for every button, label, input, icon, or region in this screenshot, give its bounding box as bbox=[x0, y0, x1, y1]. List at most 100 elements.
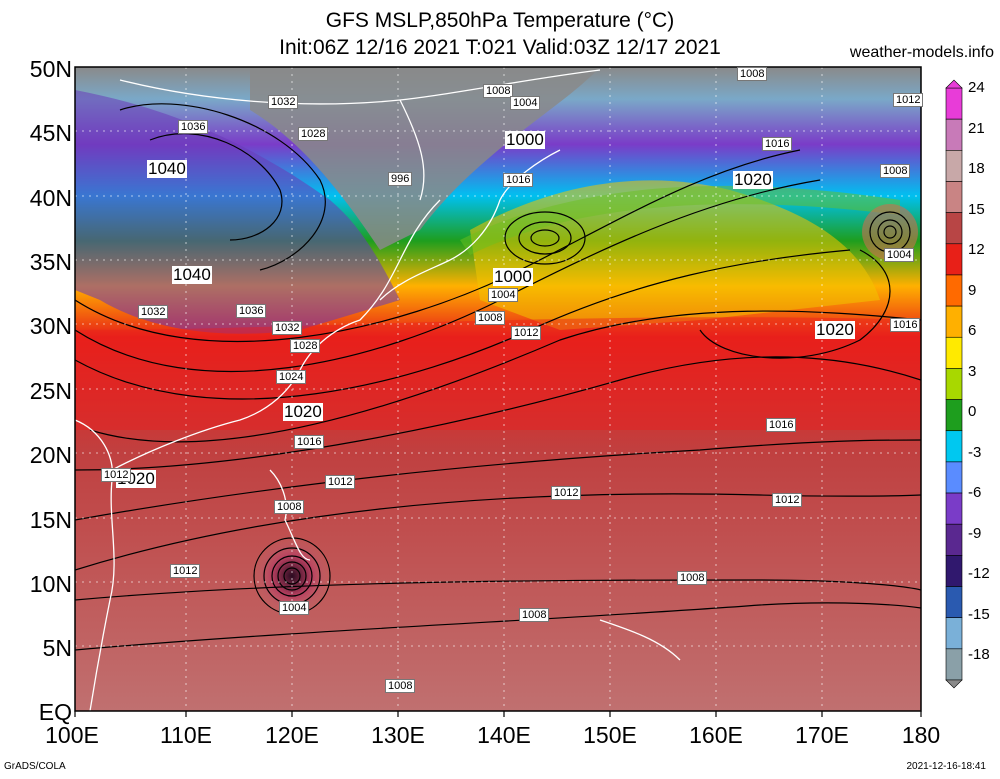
isobar-label: 1020 bbox=[733, 170, 773, 189]
isobar-label: 1036 bbox=[178, 120, 209, 134]
colorbar-tick-label: 3 bbox=[968, 362, 977, 380]
lat-label: EQ bbox=[38, 699, 72, 725]
isobar-label: 1004 bbox=[884, 248, 915, 262]
colorbar-swatch bbox=[945, 648, 963, 681]
colorbar-tick-label: -3 bbox=[968, 443, 982, 461]
colorbar-swatch bbox=[945, 555, 963, 587]
isobar-label: 996 bbox=[388, 172, 413, 186]
colorbar-swatch bbox=[945, 336, 963, 369]
isobar-label: 1012 bbox=[772, 493, 803, 507]
colorbar-swatch bbox=[945, 368, 963, 400]
lat-label: 35N bbox=[29, 249, 72, 275]
colorbar-swatch bbox=[945, 461, 963, 494]
chart-title: GFS MSLP,850hPa Temperature (°C) bbox=[325, 9, 675, 32]
colorbar-tick-label: 21 bbox=[968, 119, 985, 137]
lon-label: 100E bbox=[45, 722, 99, 748]
isobar-label: 1000 bbox=[505, 130, 545, 149]
isobar-label: 1016 bbox=[766, 418, 797, 432]
colorbar-min-arrow bbox=[945, 679, 963, 689]
lat-label: 5N bbox=[42, 635, 72, 661]
colorbar-tick-label: -6 bbox=[968, 484, 982, 501]
lat-label: 20N bbox=[29, 442, 72, 468]
isobar-label: 1004 bbox=[488, 288, 519, 302]
isobar-label: 1028 bbox=[290, 339, 321, 353]
isobar-label: 1020 bbox=[815, 320, 855, 339]
chart-subtitle: Init:06Z 12/16 2021 T:021 Valid:03Z 12/1… bbox=[279, 36, 721, 59]
isobar-label: 1016 bbox=[503, 173, 534, 187]
isobar-label: 1024 bbox=[276, 370, 307, 384]
colorbar-tick-label: 15 bbox=[968, 200, 985, 218]
lat-label: 10N bbox=[29, 571, 72, 597]
isobar-label: 1016 bbox=[890, 318, 921, 332]
colorbar-swatch bbox=[945, 181, 963, 213]
isobar-label: 1020 bbox=[283, 402, 323, 421]
isobar-label: 1008 bbox=[385, 679, 416, 693]
lon-label: 140E bbox=[477, 722, 531, 748]
lat-label: 40N bbox=[29, 185, 72, 211]
isobar-label: 1004 bbox=[510, 96, 541, 110]
isobar-label: 1008 bbox=[274, 500, 305, 514]
isobar-label: 1000 bbox=[493, 267, 533, 286]
colorbar-swatch bbox=[945, 492, 963, 525]
isobar-label: 1032 bbox=[272, 321, 303, 335]
footer-credit: GrADS/COLA bbox=[4, 761, 66, 772]
lon-label: 150E bbox=[583, 722, 637, 748]
isobar-label: 1012 bbox=[325, 475, 356, 489]
lon-label: 110E bbox=[159, 722, 212, 748]
colorbar-tick-label: 18 bbox=[968, 160, 985, 177]
colorbar-tick-label: 9 bbox=[968, 281, 977, 299]
lat-label: 25N bbox=[29, 378, 72, 404]
isobar-label: 1016 bbox=[762, 137, 793, 151]
isobar-label: 1036 bbox=[236, 304, 267, 318]
grid-lines bbox=[75, 67, 921, 711]
lat-label: 45N bbox=[29, 120, 72, 146]
isobar-label: 1032 bbox=[138, 305, 169, 319]
isobar-label: 1012 bbox=[101, 468, 132, 482]
lon-label: 170E bbox=[795, 722, 849, 748]
colorbar-swatch bbox=[945, 243, 963, 276]
isobar-label: 1028 bbox=[298, 127, 329, 141]
lon-label: 180 bbox=[901, 722, 941, 748]
isobar-label: 1012 bbox=[893, 93, 924, 107]
colorbar-swatch bbox=[945, 305, 963, 338]
colorbar-tick-label: -18 bbox=[968, 646, 990, 663]
lon-label: 120E bbox=[265, 722, 319, 748]
colorbar-swatch bbox=[945, 274, 963, 307]
cold-purple-region bbox=[75, 90, 400, 334]
red-band bbox=[75, 317, 921, 430]
low-east-of-japan-isobars bbox=[504, 211, 586, 265]
colorbar-tick-label: 6 bbox=[968, 322, 977, 339]
colorbar-tick-label: -9 bbox=[968, 524, 982, 542]
isobar-label: 1004 bbox=[279, 601, 310, 615]
colorbar-swatch bbox=[945, 430, 963, 463]
colorbar-tick-label: 24 bbox=[968, 79, 985, 96]
colorbar-swatch bbox=[945, 150, 963, 182]
colorbar-swatch bbox=[945, 118, 963, 151]
colorbar-tick-label: 12 bbox=[968, 241, 985, 258]
colorbar-tick-label: -12 bbox=[968, 565, 990, 582]
isobar-label: 1008 bbox=[880, 164, 911, 178]
lat-label: 15N bbox=[29, 507, 72, 533]
isobar-label: 1016 bbox=[294, 435, 325, 449]
lat-label: 30N bbox=[29, 313, 72, 339]
axis-ticks bbox=[74, 711, 922, 717]
colorbar-swatch bbox=[945, 617, 963, 650]
lon-label: 130E bbox=[371, 722, 425, 748]
isobar-label: 1040 bbox=[147, 159, 187, 178]
colorbar-tick-label: -15 bbox=[968, 605, 990, 623]
map-frame bbox=[74, 66, 922, 712]
cold-gray-region bbox=[250, 67, 600, 250]
isobar-label: 1008 bbox=[519, 608, 550, 622]
isobar-label: 1032 bbox=[268, 95, 299, 109]
footer-timestamp: 2021-12-16-18:41 bbox=[906, 761, 986, 772]
lat-label: 50N bbox=[29, 56, 72, 82]
isobar-label: 1040 bbox=[172, 265, 212, 284]
source-brand: weather-models.info bbox=[849, 44, 994, 61]
isobar-label: 1012 bbox=[170, 564, 201, 578]
isobar-label: 1008 bbox=[475, 311, 506, 325]
colorbar-swatch bbox=[945, 399, 963, 432]
colorbar-swatch bbox=[945, 523, 963, 556]
lon-label: 160E bbox=[689, 722, 743, 748]
isobar-label: 1008 bbox=[677, 571, 708, 585]
